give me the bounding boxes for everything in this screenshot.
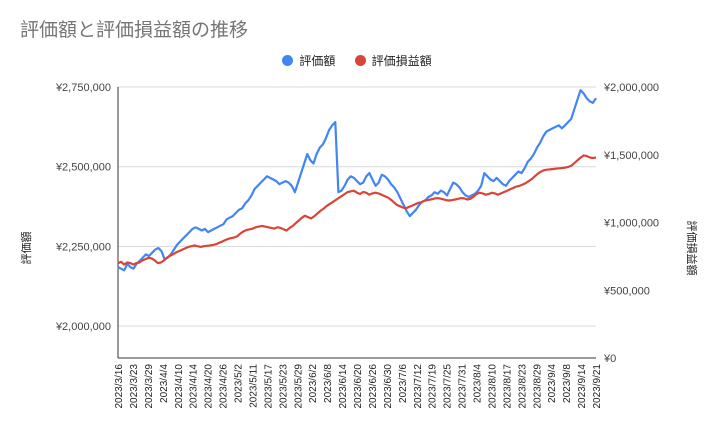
y-left-tick-label: ¥2,250,000 — [55, 241, 111, 253]
x-tick-label: 2023/5/17 — [263, 364, 274, 409]
x-tick-label: 2023/4/26 — [219, 364, 230, 409]
x-tick-label: 2023/6/14 — [338, 364, 349, 409]
x-tick-label: 2023/6/20 — [353, 364, 364, 409]
legend-dot-valuation — [282, 55, 294, 66]
x-tick-label: 2023/5/11 — [248, 364, 259, 408]
x-tick-label: 2023/6/2 — [308, 364, 319, 403]
y-left-tick-label: ¥2,500,000 — [55, 162, 111, 174]
x-tick-label: 2023/3/29 — [144, 364, 155, 409]
legend-dot-profit — [354, 55, 366, 66]
x-tick-label: 2023/4/20 — [204, 364, 215, 409]
y-axis-left-title: 評価額 — [19, 232, 33, 265]
x-tick-label: 2023/6/30 — [383, 364, 394, 409]
x-tick-label: 2023/7/12 — [413, 364, 424, 409]
x-tick-label: 2023/9/8 — [562, 364, 573, 403]
x-tick-label: 2023/8/29 — [532, 364, 543, 409]
x-tick-label: 2023/3/16 — [114, 364, 125, 409]
x-tick-label: 2023/6/26 — [368, 364, 379, 409]
x-tick-label: 2023/8/10 — [487, 364, 498, 409]
gridlines — [117, 86, 596, 359]
y-left-tick-label: ¥2,000,000 — [55, 321, 111, 333]
chart-title: 評価額と評価損益額の推移 — [20, 20, 249, 41]
x-tick-label: 2023/7/31 — [458, 364, 469, 409]
x-axis: 2023/3/16 2023/3/23 2023/3/29 2023/4/4 2023/… — [114, 364, 603, 409]
x-tick-label: 2023/3/23 — [129, 364, 140, 409]
y-axis-left: ¥2,000,000 ¥2,250,000 ¥2,500,000 ¥2,750,000 — [55, 82, 111, 333]
x-tick-label: 2023/4/14 — [189, 364, 200, 409]
x-tick-label: 2023/7/6 — [398, 364, 409, 403]
y-right-tick-label: ¥2,000,000 — [603, 82, 659, 94]
legend-label-valuation: 評価額 — [299, 54, 336, 68]
y-right-tick-label: ¥0 — [603, 353, 616, 365]
legend: 評価額 評価損益額 — [0, 52, 714, 69]
x-tick-label: 2023/8/4 — [473, 364, 484, 403]
y-axis-right: ¥0 ¥500,000 ¥1,000,000 ¥1,500,000 ¥2,000,000 — [603, 82, 659, 365]
x-tick-label: 2023/9/4 — [547, 364, 558, 403]
x-tick-label: 2023/5/29 — [293, 364, 304, 409]
x-tick-label: 2023/8/23 — [517, 364, 528, 409]
x-tick-label: 2023/5/2 — [234, 364, 245, 403]
legend-item-profit[interactable]: 評価損益額 — [354, 52, 432, 69]
x-tick-label: 2023/7/19 — [428, 364, 439, 409]
series-line-1 — [117, 154, 597, 266]
x-tick-label: 2023/5/23 — [278, 364, 289, 409]
y-left-tick-label: ¥2,750,000 — [55, 82, 111, 94]
x-tick-label: 2023/4/4 — [159, 364, 170, 403]
y-axis-right-title: 評価損益額 — [685, 221, 699, 276]
legend-label-profit: 評価損益額 — [371, 54, 432, 68]
series-line-0 — [117, 89, 597, 272]
legend-item-valuation[interactable]: 評価額 — [282, 52, 335, 69]
y-right-tick-label: ¥1,500,000 — [603, 150, 659, 162]
series-lines — [117, 89, 597, 272]
x-tick-label: 2023/9/14 — [577, 364, 588, 409]
x-tick-label: 2023/4/10 — [174, 364, 185, 409]
x-tick-label: 2023/7/25 — [443, 364, 454, 409]
x-tick-label: 2023/6/8 — [323, 364, 334, 403]
x-tick-label: 2023/9/21 — [592, 364, 603, 409]
y-right-tick-label: ¥500,000 — [603, 285, 650, 297]
y-right-tick-label: ¥1,000,000 — [603, 218, 659, 230]
x-tick-label: 2023/8/17 — [502, 364, 513, 409]
